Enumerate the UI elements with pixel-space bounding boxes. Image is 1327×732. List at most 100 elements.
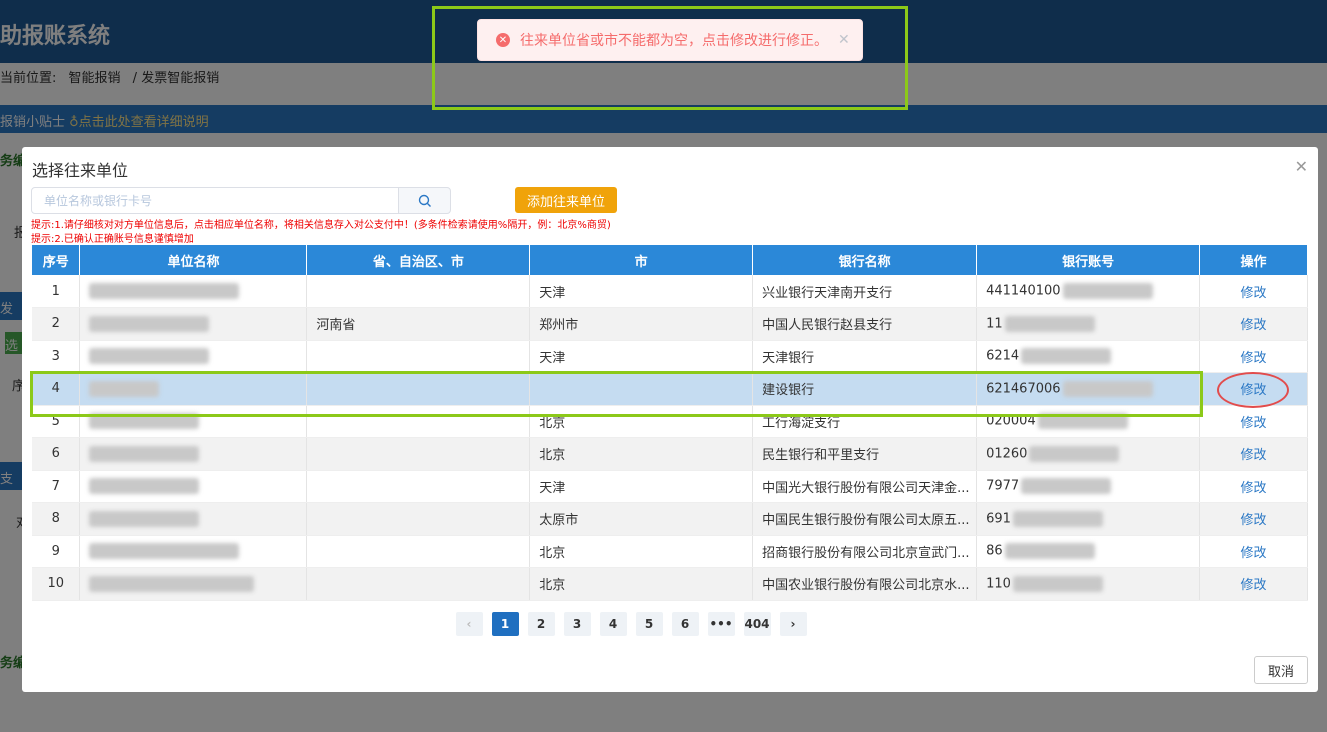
table-row[interactable]: 8 太原市 中国民生银行股份有限公司太原五... 691 修改 (32, 502, 1308, 536)
bank-name: 天津银行 (752, 340, 978, 373)
unit-name[interactable] (79, 437, 308, 471)
account-prefix: 691 (986, 511, 1011, 527)
row-index: 9 (32, 535, 81, 568)
column-header: 银行名称 (752, 245, 978, 275)
page-button[interactable]: 2 (527, 612, 555, 636)
redacted-name (89, 478, 200, 495)
redacted-name (89, 380, 160, 397)
table-row[interactable]: 6 北京 民生银行和平里支行 01260 修改 (32, 437, 1308, 471)
redacted-account (1062, 283, 1153, 299)
unit-name[interactable] (79, 340, 308, 373)
page-button[interactable]: 3 (563, 612, 591, 636)
unit-name[interactable] (79, 470, 308, 503)
province (306, 567, 531, 601)
row-index: 8 (32, 502, 81, 536)
bank-name: 兴业银行天津南开支行 (752, 275, 978, 308)
column-header: 序号 (32, 245, 81, 275)
table-row[interactable]: 5 北京 工行海淀支行 020004 修改 (32, 405, 1308, 438)
search-input[interactable] (31, 187, 399, 214)
edit-link[interactable]: 修改 (1199, 437, 1308, 471)
bank-account: 6214 (976, 340, 1201, 373)
province (306, 502, 531, 536)
page-button[interactable]: 1 (491, 612, 519, 636)
page-button[interactable]: 404 (743, 612, 771, 636)
account-prefix: 7977 (986, 478, 1020, 494)
account-prefix: 441140100 (986, 283, 1061, 299)
unit-name[interactable] (79, 275, 308, 308)
column-header: 市 (529, 245, 754, 275)
prev-page-button[interactable]: ‹ (455, 612, 483, 636)
province (306, 535, 531, 568)
city: 太原市 (529, 502, 754, 536)
province (306, 372, 531, 406)
province (306, 470, 531, 503)
edit-link[interactable]: 修改 (1199, 535, 1308, 568)
row-highlight-box (30, 371, 1203, 417)
province (306, 437, 531, 471)
column-header: 单位名称 (79, 245, 308, 275)
edit-link[interactable]: 修改 (1199, 567, 1308, 601)
page-button[interactable]: 4 (599, 612, 627, 636)
edit-link[interactable]: 修改 (1199, 307, 1308, 341)
city: 郑州市 (529, 307, 754, 341)
unit-name[interactable] (79, 372, 308, 406)
bank-account: 01260 (976, 437, 1201, 471)
table-row[interactable]: 2 河南省 郑州市 中国人民银行赵县支行 11 修改 (32, 307, 1308, 341)
hint-1: 提示:1.请仔细核对对方单位信息后，点击相应单位名称，将相关信息存入对公支付中！… (31, 220, 611, 231)
redacted-name (89, 315, 210, 332)
toast-message: 往来单位省或市不能都为空，点击修改进行修正。 (520, 33, 828, 49)
search-icon (418, 194, 431, 207)
edit-link[interactable]: 修改 (1199, 502, 1308, 536)
account-prefix: 6214 (986, 348, 1020, 364)
next-page-button[interactable]: › (779, 612, 807, 636)
city: 北京 (529, 535, 754, 568)
city: 北京 (529, 405, 754, 438)
page-button[interactable]: ••• (707, 612, 735, 636)
unit-name[interactable] (79, 567, 308, 601)
row-index: 2 (32, 307, 81, 341)
account-prefix: 020004 (986, 413, 1036, 429)
bank-name: 建设银行 (752, 372, 978, 406)
table-row[interactable]: 1 天津 兴业银行天津南开支行 441140100 修改 (32, 275, 1308, 308)
table-row[interactable]: 7 天津 中国光大银行股份有限公司天津金... 7977 修改 (32, 470, 1308, 503)
bank-name: 民生银行和平里支行 (752, 437, 978, 471)
table-row[interactable]: 3 天津 天津银行 6214 修改 (32, 340, 1308, 373)
province (306, 405, 531, 438)
edit-link[interactable]: 修改 (1199, 340, 1308, 373)
add-counterparty-button[interactable]: 添加往来单位 (515, 187, 617, 213)
row-index: 4 (32, 372, 81, 406)
edit-link[interactable]: 修改 (1199, 405, 1308, 438)
redacted-account (1021, 478, 1112, 495)
error-circle-icon: ✕ (496, 33, 510, 47)
redacted-name (89, 510, 200, 527)
page-button[interactable]: 6 (671, 612, 699, 636)
bank-account: 020004 (976, 405, 1201, 438)
redacted-account (1037, 413, 1128, 430)
unit-name[interactable] (79, 535, 308, 568)
table-row[interactable]: 9 北京 招商银行股份有限公司北京宣武门... 86 修改 (32, 535, 1308, 568)
edit-link[interactable]: 修改 (1199, 470, 1308, 503)
unit-name[interactable] (79, 502, 308, 536)
redacted-account (1004, 543, 1095, 560)
edit-link[interactable]: 修改 (1199, 275, 1308, 308)
search-button[interactable] (398, 187, 451, 214)
hint-2: 提示:2.已确认正确账号信息谨慎增加 (31, 234, 194, 245)
redacted-name (89, 348, 210, 365)
city: 天津 (529, 340, 754, 373)
cancel-button[interactable]: 取消 (1254, 656, 1308, 684)
bank-name: 招商银行股份有限公司北京宣武门... (752, 535, 978, 568)
account-prefix: 01260 (986, 446, 1028, 462)
table-row[interactable]: 10 北京 中国农业银行股份有限公司北京水... 110 修改 (32, 567, 1308, 601)
page-button[interactable]: 5 (635, 612, 663, 636)
redacted-name (89, 575, 255, 592)
select-counterparty-dialog: 选择往来单位 ✕ 添加往来单位 提示:1.请仔细核对对方单位信息后，点击相应单位… (22, 147, 1318, 692)
close-icon[interactable]: ✕ (1294, 157, 1308, 176)
city (529, 372, 754, 406)
column-header: 银行账号 (976, 245, 1201, 275)
city: 天津 (529, 470, 754, 503)
toast-close-icon[interactable]: ✕ (838, 32, 850, 48)
unit-name[interactable] (79, 307, 308, 341)
unit-name[interactable] (79, 405, 308, 438)
bank-account: 691 (976, 502, 1201, 536)
redacted-account (1004, 315, 1095, 332)
